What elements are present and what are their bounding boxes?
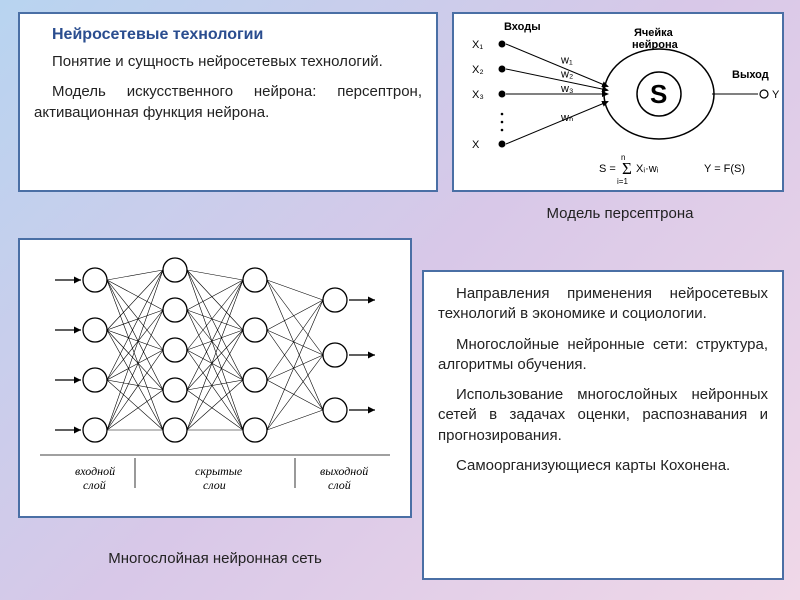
neuron-diagram-svg: ВходыЯчейканейронаВыходSX₁w₁X₂w₂X₃w₃XwₙY… — [454, 14, 782, 190]
svg-text:wₙ: wₙ — [560, 112, 573, 124]
para-app-3: Использование многослойных нейронных сет… — [438, 385, 768, 446]
svg-text:n: n — [621, 153, 625, 162]
svg-text:S: S — [650, 79, 667, 109]
svg-text:X: X — [472, 139, 480, 151]
para-app-1: Направления применения нейросетевых техн… — [438, 284, 768, 325]
panel-applications: Направления применения нейросетевых техн… — [422, 270, 784, 580]
mlp-diagram-svg: входнойслойскрытыеслоивыходнойслой — [20, 240, 410, 516]
caption-perceptron: Модель персептрона — [500, 205, 740, 222]
svg-text:S =: S = — [599, 163, 616, 175]
svg-text:Входы: Входы — [504, 21, 541, 33]
svg-text:Ячейка: Ячейка — [634, 27, 674, 39]
svg-text:X₁: X₁ — [472, 39, 483, 51]
panel-neuron-diagram: ВходыЯчейканейронаВыходSX₁w₁X₂w₂X₃w₃XwₙY… — [452, 12, 784, 192]
para-app-2: Многослойные нейронные сети: структура, … — [438, 335, 768, 376]
svg-text:X₃: X₃ — [472, 89, 484, 101]
caption-mlp: Многослойная нейронная сеть — [60, 550, 370, 567]
para-intro-1: Понятие и сущность нейросетевых технолог… — [34, 52, 422, 72]
panel-mlp-diagram: входнойслойскрытыеслоивыходнойслой — [18, 238, 412, 518]
svg-text:Xᵢ·wᵢ: Xᵢ·wᵢ — [636, 163, 659, 175]
svg-text:w₁: w₁ — [560, 54, 573, 66]
svg-text:слой: слой — [83, 478, 106, 492]
svg-text:выходной: выходной — [320, 464, 368, 478]
svg-text:входной: входной — [75, 464, 115, 478]
svg-text:слои: слои — [203, 478, 226, 492]
para-app-4: Самоорганизующиеся карты Кохонена. — [438, 456, 768, 476]
heading-title: Нейросетевые технологии — [34, 26, 422, 44]
para-intro-2: Модель искусственного нейрона: персептро… — [34, 82, 422, 123]
svg-text:Y: Y — [772, 89, 780, 101]
svg-text:слой: слой — [328, 478, 351, 492]
svg-text:скрытые: скрытые — [195, 464, 243, 478]
svg-text:Выход: Выход — [732, 69, 769, 81]
svg-text:w₃: w₃ — [560, 83, 573, 95]
svg-text:Y = F(S): Y = F(S) — [704, 163, 745, 175]
svg-text:i=1: i=1 — [617, 177, 628, 186]
svg-text:X₂: X₂ — [472, 64, 484, 76]
panel-intro: Нейросетевые технологии Понятие и сущнос… — [18, 12, 438, 192]
svg-text:w₂: w₂ — [560, 69, 573, 81]
